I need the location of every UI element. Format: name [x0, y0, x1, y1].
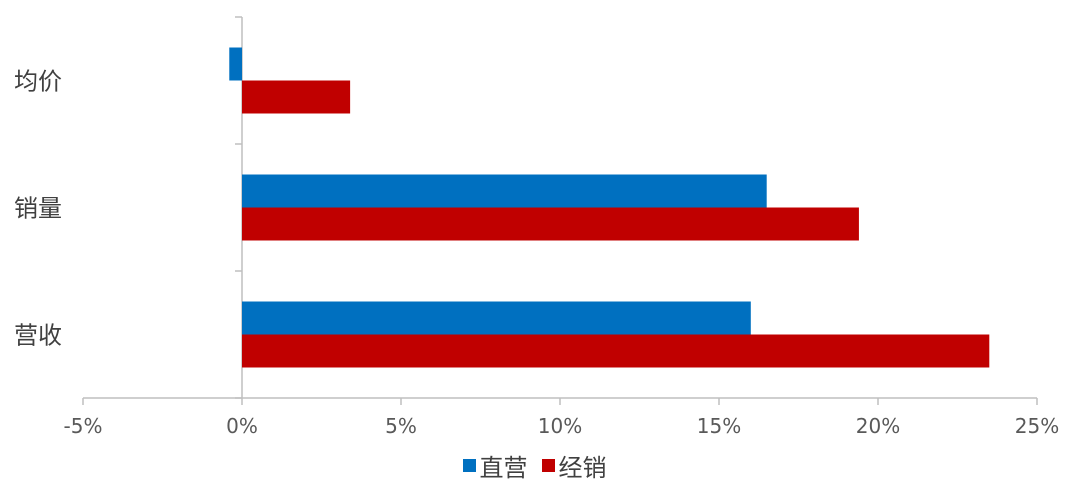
- bar-direct-2: [242, 301, 751, 335]
- legend-label-series-1: 经销: [558, 454, 607, 482]
- bar-distribution-1: [242, 207, 859, 241]
- bar-distribution-0: [242, 80, 351, 114]
- x-tick-label: 0%: [226, 414, 258, 438]
- category-label: 销量: [14, 195, 62, 223]
- category-label: 均价: [14, 68, 62, 96]
- legend-swatch-series-1: [541, 459, 555, 472]
- legend: 直营 经销: [0, 448, 1069, 483]
- x-tick-label: 25%: [1015, 414, 1059, 438]
- category-label: 营收: [14, 322, 62, 350]
- x-tick-label: 15%: [697, 414, 741, 438]
- bar-direct-1: [242, 174, 767, 208]
- legend-swatch-series-0: [462, 459, 476, 472]
- bars: [229, 47, 990, 368]
- x-tick-label: -5%: [64, 414, 103, 438]
- legend-item-series-1: 经销: [541, 448, 607, 483]
- legend-label-series-0: 直营: [479, 454, 528, 482]
- x-tick-label: 5%: [385, 414, 417, 438]
- x-tick-label: 10%: [538, 414, 582, 438]
- legend-item-series-0: 直营: [462, 448, 528, 483]
- bar-direct-0: [229, 47, 242, 81]
- bar-distribution-2: [242, 334, 990, 368]
- x-tick-label: 20%: [856, 414, 900, 438]
